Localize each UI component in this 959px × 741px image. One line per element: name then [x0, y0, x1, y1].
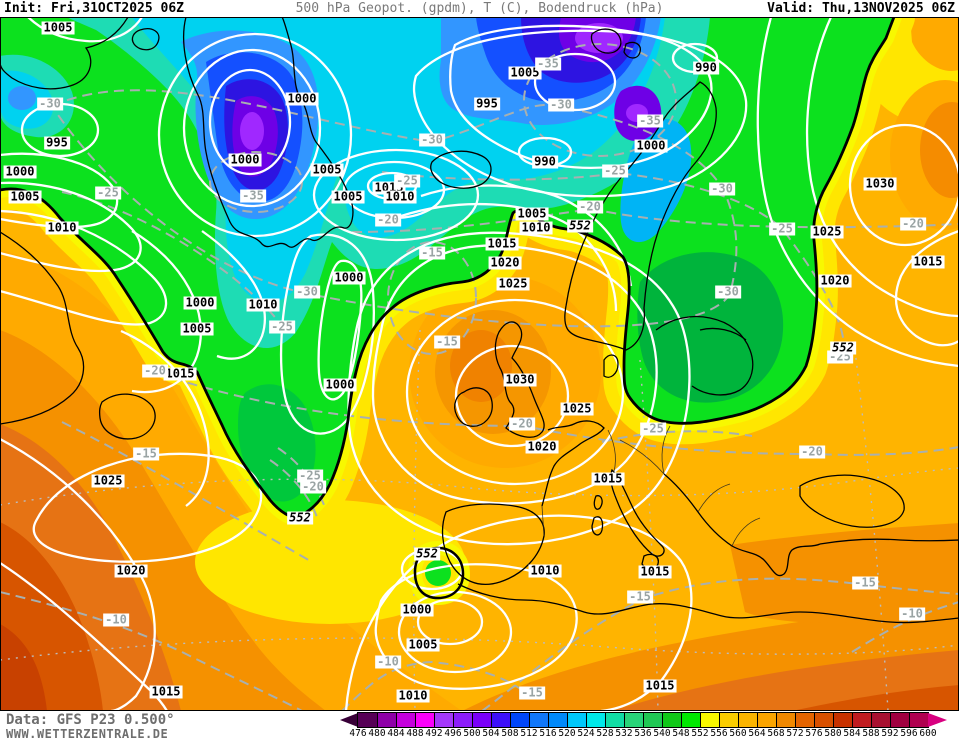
- geopotential-fill-layer: [1, 17, 958, 711]
- map-title: 500 hPa Geopot. (gpdm), T (C), Bodendruc…: [295, 1, 664, 16]
- colorbar-segment: [434, 713, 453, 727]
- colorbar-segment: [415, 713, 434, 727]
- colorbar: 476 480 484 488 492 496 500 504 508 512 516 520 524 5…: [340, 712, 952, 740]
- colorbar-tick-label: 572: [786, 728, 804, 739]
- colorbar-segment: [909, 713, 928, 727]
- colorbar-tick-label: 548: [672, 728, 690, 739]
- colorbar-tick-label: 528: [596, 728, 614, 739]
- colorbar-segment: [662, 713, 681, 727]
- colorbar-tick-label: 492: [425, 728, 443, 739]
- country-borders: [541, 425, 761, 547]
- data-source-label: Data: GFS P23 0.500°: [6, 712, 175, 728]
- colorbar-tick-label: 512: [520, 728, 538, 739]
- colorbar-segment: [681, 713, 700, 727]
- colorbar-segment: [377, 713, 396, 727]
- colorbar-tick-label: 476: [349, 728, 367, 739]
- colorbar-tick-label: 540: [653, 728, 671, 739]
- colorbar-tick-label: 580: [824, 728, 842, 739]
- colorbar-tick-label: 484: [387, 728, 405, 739]
- colorbar-segment: [605, 713, 624, 727]
- colorbar-segments: [357, 712, 929, 728]
- website-label: WWW.WETTERZENTRALE.DE: [6, 727, 169, 741]
- colorbar-tick-label: 596: [900, 728, 918, 739]
- colorbar-segment: [396, 713, 415, 727]
- colorbar-tick-label: 500: [463, 728, 481, 739]
- colorbar-tick-label: 592: [881, 728, 899, 739]
- coastlines: [1, 17, 958, 624]
- init-time-label: Init: Fri,31OCT2025 06Z: [4, 1, 185, 16]
- header-bar: Init: Fri,31OCT2025 06Z 500 hPa Geopot. …: [0, 0, 959, 17]
- colorbar-tick-label: 600: [919, 728, 937, 739]
- colorbar-segment: [814, 713, 833, 727]
- colorbar-tick-label: 532: [615, 728, 633, 739]
- colorbar-tick-label: 480: [368, 728, 386, 739]
- colorbar-tick-label: 520: [558, 728, 576, 739]
- colorbar-segment: [700, 713, 719, 727]
- colorbar-segment: [757, 713, 776, 727]
- colorbar-segment: [491, 713, 510, 727]
- colorbar-segment: [453, 713, 472, 727]
- colorbar-segment: [833, 713, 852, 727]
- colorbar-tick-label: 584: [843, 728, 861, 739]
- colorbar-segment: [567, 713, 586, 727]
- colorbar-segment: [548, 713, 567, 727]
- colorbar-tick-label: 568: [767, 728, 785, 739]
- colorbar-segment: [738, 713, 757, 727]
- colorbar-tick-label: 504: [482, 728, 500, 739]
- colorbar-segment: [529, 713, 548, 727]
- colorbar-segment: [871, 713, 890, 727]
- isobar-contours: [1, 17, 958, 711]
- colorbar-tick-label: 536: [634, 728, 652, 739]
- colorbar-tick-label: 516: [539, 728, 557, 739]
- colorbar-tick-label: 588: [862, 728, 880, 739]
- colorbar-tick-label: 524: [577, 728, 595, 739]
- colorbar-tick-label: 508: [501, 728, 519, 739]
- colorbar-segment: [510, 713, 529, 727]
- colorbar-segment: [795, 713, 814, 727]
- colorbar-segment: [643, 713, 662, 727]
- colorbar-right-arrow-icon: [928, 713, 947, 727]
- colorbar-segment: [472, 713, 491, 727]
- colorbar-segment: [776, 713, 795, 727]
- colorbar-segment: [358, 713, 377, 727]
- colorbar-segment: [890, 713, 909, 727]
- colorbar-tick-label: 556: [710, 728, 728, 739]
- colorbar-tick-label: 564: [748, 728, 766, 739]
- colorbar-tick-label: 552: [691, 728, 709, 739]
- colorbar-tick-label: 576: [805, 728, 823, 739]
- colorbar-tick-label: 488: [406, 728, 424, 739]
- colorbar-segment: [852, 713, 871, 727]
- colorbar-segment: [719, 713, 738, 727]
- colorbar-tick-label: 496: [444, 728, 462, 739]
- colorbar-left-arrow-icon: [340, 713, 358, 727]
- colorbar-segment: [586, 713, 605, 727]
- colorbar-segment: [624, 713, 643, 727]
- colorbar-tick-label: 560: [729, 728, 747, 739]
- footer-bar: Data: GFS P23 0.500° WWW.WETTERZENTRALE.…: [0, 711, 959, 741]
- valid-time-label: Valid: Thu,13NOV2025 06Z: [767, 1, 955, 16]
